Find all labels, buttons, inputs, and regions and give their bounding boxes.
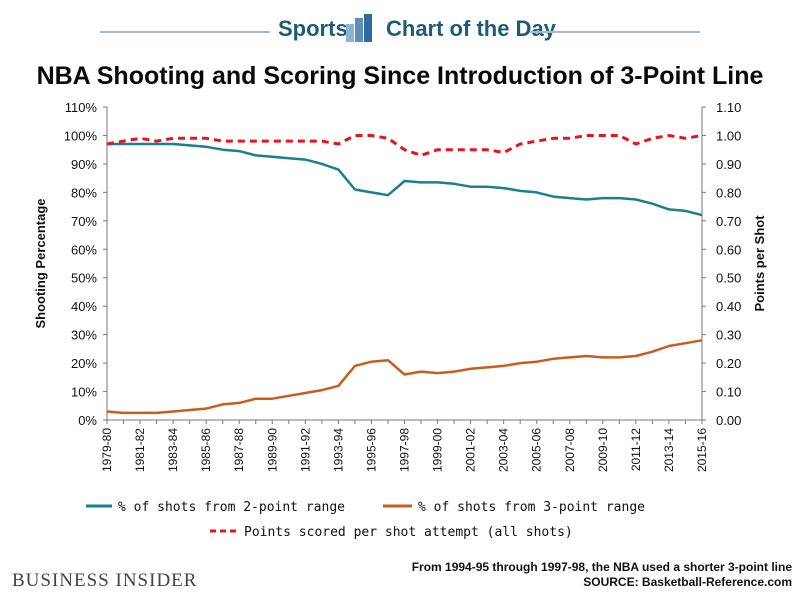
source-note: SOURCE: Basketball-Reference.com: [583, 575, 792, 589]
y-tick-label-right: 0.60: [716, 242, 741, 257]
series-2pt-share-line: [107, 142, 703, 217]
x-tick-label: 2003-04: [497, 428, 511, 472]
y-tick-label-right: 0.90: [716, 157, 741, 172]
y-tick-label-right: 0.40: [716, 299, 741, 314]
series-3pt-share-line: [106, 339, 703, 415]
shorter-line-note: From 1994-95 through 1997-98, the NBA us…: [411, 560, 792, 574]
x-tick-label: 2015-16: [695, 428, 709, 472]
y-tick-label-left: 10%: [71, 385, 97, 400]
legend-points-label: Points scored per shot attempt (all shot…: [244, 525, 573, 540]
y-tick-label-right: 0.30: [716, 328, 741, 343]
x-tick-label: 1985-86: [199, 428, 213, 472]
y-tick-label-left: 60%: [71, 242, 97, 257]
banner-rule-left: [100, 31, 270, 33]
y-tick-label-left: 40%: [71, 299, 97, 314]
x-tick-label: 2011-12: [629, 428, 643, 471]
y-tick-label-right: 0.20: [716, 356, 741, 371]
y-tick-label-left: 110%: [65, 100, 98, 115]
x-tick-label: 2013-14: [662, 428, 676, 472]
y-tick-label-left: 100%: [64, 128, 98, 143]
business-insider-logo: BUSINESS INSIDER: [12, 570, 198, 591]
x-tick-label: 2007-08: [563, 428, 577, 472]
x-tick-label: 1991-92: [298, 428, 312, 472]
banner-rule-right: [530, 31, 700, 33]
x-tick-label: 2009-10: [596, 428, 610, 472]
y-tick-label-left: 50%: [71, 271, 97, 286]
y-tick-label-right: 0.00: [716, 413, 741, 428]
y-tick-label-right: 0.50: [716, 271, 741, 286]
x-tick-label: 2005-06: [530, 428, 544, 472]
x-tick-label: 1997-98: [398, 428, 412, 472]
y-tick-label-left: 0%: [78, 413, 97, 428]
x-tick-label: 1983-84: [166, 428, 180, 472]
y-tick-label-left: 80%: [71, 185, 97, 200]
bar-chart-icon: [346, 14, 372, 42]
x-tick-label: 1979-80: [100, 428, 114, 472]
legend-3pt-label: % of shots from 3-point range: [418, 500, 645, 515]
y-tick-label-right: 0.70: [716, 214, 741, 229]
y-tick-label-right: 0.80: [716, 185, 741, 200]
y-axis-title-left: Shooting Percentage: [33, 198, 48, 328]
y-tick-label-right: 1.10: [716, 100, 741, 115]
x-tick-label: 1995-96: [364, 428, 378, 472]
x-tick-label: 1981-82: [133, 428, 147, 472]
y-tick-label-left: 30%: [71, 328, 97, 343]
chart-footnote: From 1994-95 through 1997-98, the NBA us…: [412, 560, 792, 590]
y-tick-label-left: 90%: [71, 157, 97, 172]
x-tick-label: 2001-02: [464, 428, 478, 472]
y-tick-label-right: 0.10: [716, 385, 741, 400]
x-tick-label: 1987-88: [232, 428, 246, 472]
y-axis-title-right: Points per Shot: [752, 215, 767, 312]
x-tick-label: 1989-90: [265, 428, 279, 472]
y-tick-label-left: 20%: [71, 356, 97, 371]
chart-of-the-day-banner: Sports Chart of the Day: [0, 8, 800, 48]
series-points-per-shot-line: [106, 134, 703, 157]
banner-sports-label: Sports: [278, 16, 348, 41]
legend-2pt-label: % of shots from 2-point range: [118, 500, 345, 515]
x-tick-label: 1993-94: [331, 428, 345, 472]
chart-title: NBA Shooting and Scoring Since Introduct…: [36, 62, 764, 90]
y-tick-label-right: 1.00: [716, 128, 741, 143]
x-tick-label: 1999-00: [431, 428, 445, 472]
y-tick-label-left: 70%: [71, 214, 97, 229]
banner-chart-of-the-day-label: Chart of the Day: [386, 16, 556, 41]
